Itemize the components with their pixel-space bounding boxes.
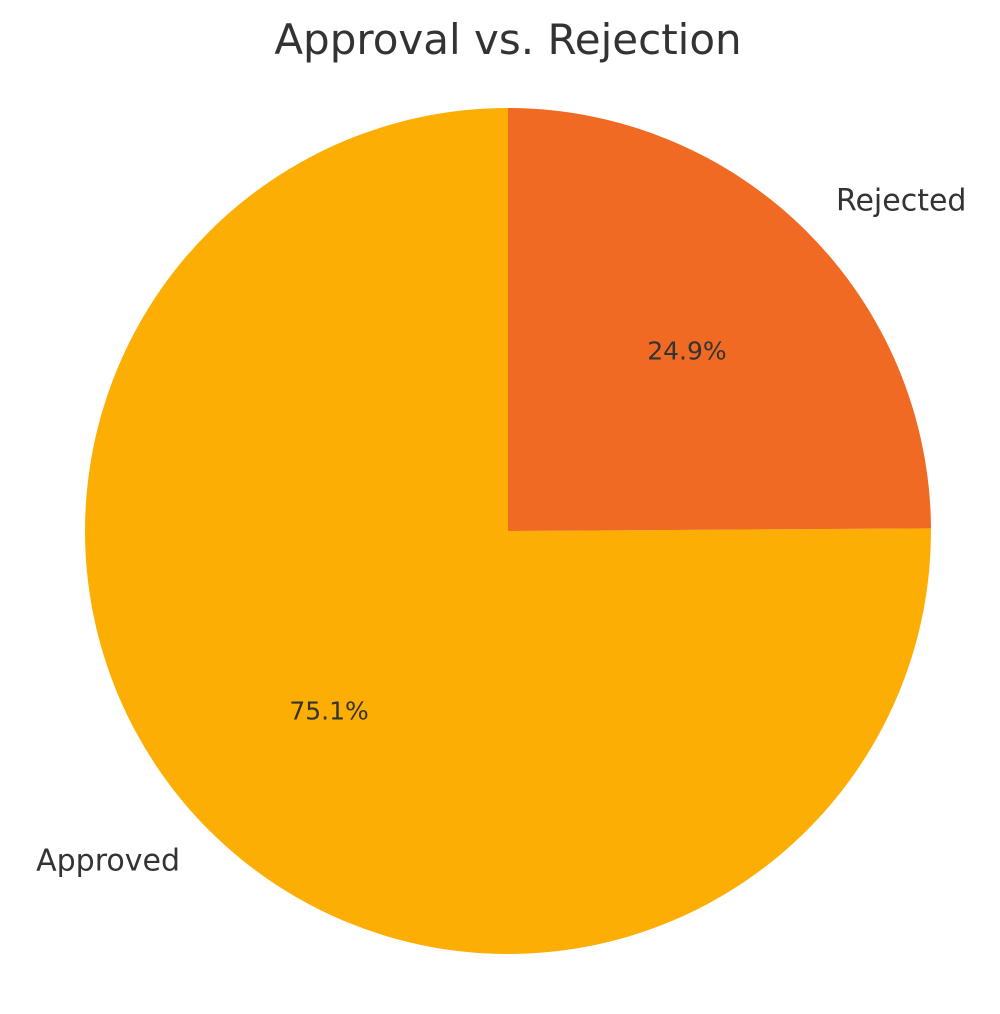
pct-label-rejected: 24.9%	[647, 336, 726, 365]
pie-slice-rejected	[508, 108, 931, 531]
pie-labels: 75.1% Approved 24.9% Rejected	[36, 183, 966, 878]
pct-label-approved: 75.1%	[289, 697, 368, 726]
category-label-approved: Approved	[36, 844, 180, 879]
category-label-rejected: Rejected	[836, 183, 967, 218]
pie-slices	[85, 108, 931, 954]
chart-title: Approval vs. Rejection	[274, 15, 741, 64]
